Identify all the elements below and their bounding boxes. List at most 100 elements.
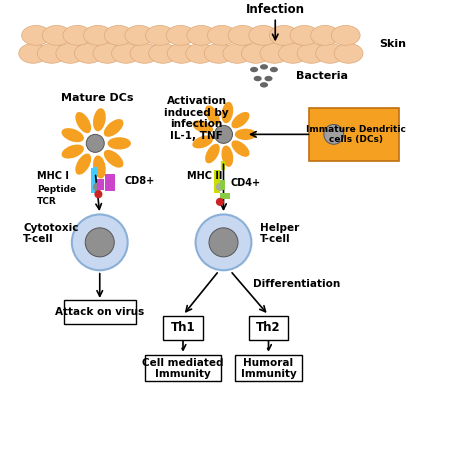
Ellipse shape [250,67,258,72]
FancyBboxPatch shape [249,316,288,340]
Ellipse shape [167,43,196,63]
Ellipse shape [19,43,47,63]
Ellipse shape [93,155,106,178]
FancyBboxPatch shape [97,179,104,190]
Ellipse shape [334,43,363,63]
Circle shape [85,228,114,257]
Ellipse shape [42,25,71,45]
Ellipse shape [205,106,220,125]
FancyBboxPatch shape [64,300,136,324]
Ellipse shape [146,25,174,45]
FancyBboxPatch shape [220,193,230,199]
Ellipse shape [104,150,123,168]
FancyBboxPatch shape [105,173,115,191]
Circle shape [324,125,344,144]
Text: CD8+: CD8+ [125,176,155,186]
Ellipse shape [104,119,123,137]
Ellipse shape [62,145,84,159]
Ellipse shape [22,25,50,45]
Circle shape [216,183,224,191]
Ellipse shape [75,112,91,133]
Ellipse shape [63,25,92,45]
Text: MHC II: MHC II [188,171,223,181]
Ellipse shape [264,76,273,81]
Ellipse shape [104,25,133,45]
Text: Attack on virus: Attack on virus [55,307,145,317]
Circle shape [93,183,102,192]
Ellipse shape [56,43,85,63]
Ellipse shape [166,25,195,45]
Ellipse shape [331,25,360,45]
Ellipse shape [310,25,339,45]
Text: Helper
T-cell: Helper T-cell [259,222,299,244]
Ellipse shape [221,145,233,167]
Ellipse shape [204,43,233,63]
Text: Cell mediated
Immunity: Cell mediated Immunity [142,357,224,379]
Ellipse shape [231,112,249,128]
FancyBboxPatch shape [220,180,225,190]
Text: Peptide: Peptide [37,185,76,194]
Ellipse shape [111,43,140,63]
FancyBboxPatch shape [163,316,203,340]
Ellipse shape [221,102,233,123]
Circle shape [215,125,233,143]
Ellipse shape [186,43,215,63]
Text: Mature DCs: Mature DCs [61,93,134,103]
Text: Differentiation: Differentiation [253,279,340,289]
Ellipse shape [125,25,154,45]
Circle shape [86,135,104,152]
Text: Skin: Skin [379,39,406,49]
Text: Th2: Th2 [256,321,281,334]
Text: Activation
induced by
infection
IL-1, TNF: Activation induced by infection IL-1, TN… [164,96,229,141]
Ellipse shape [297,43,326,63]
Ellipse shape [235,129,256,140]
Text: TCR: TCR [37,198,56,207]
Ellipse shape [187,25,216,45]
Ellipse shape [83,25,112,45]
Ellipse shape [254,76,262,81]
Ellipse shape [290,25,319,45]
Circle shape [209,228,238,257]
Ellipse shape [192,135,213,149]
Ellipse shape [279,43,307,63]
FancyBboxPatch shape [91,168,97,193]
Ellipse shape [37,43,66,63]
Circle shape [216,198,224,206]
Ellipse shape [108,137,131,149]
Ellipse shape [208,25,236,45]
Text: Immature Dendritic
cells (DCs): Immature Dendritic cells (DCs) [306,125,406,144]
Ellipse shape [205,144,220,164]
Text: Cytotoxic
T-cell: Cytotoxic T-cell [23,222,79,244]
FancyBboxPatch shape [145,355,221,381]
Ellipse shape [241,43,270,63]
Circle shape [94,190,102,198]
Ellipse shape [130,43,159,63]
Ellipse shape [270,67,278,72]
FancyBboxPatch shape [310,108,399,161]
Ellipse shape [75,154,91,175]
Text: CD4+: CD4+ [230,178,260,188]
Ellipse shape [260,82,268,87]
Text: MHC I: MHC I [37,171,69,181]
FancyBboxPatch shape [235,355,302,381]
Text: Th1: Th1 [171,321,195,334]
Ellipse shape [223,43,252,63]
Text: Bacteria: Bacteria [295,71,347,81]
Ellipse shape [192,120,213,133]
Ellipse shape [260,43,289,63]
FancyBboxPatch shape [215,170,220,193]
Ellipse shape [62,128,84,142]
Ellipse shape [260,64,268,70]
Text: Humoral
Immunity: Humoral Immunity [241,357,296,379]
Ellipse shape [149,43,177,63]
Ellipse shape [74,43,103,63]
Ellipse shape [316,43,345,63]
Circle shape [196,214,251,270]
Circle shape [72,214,128,270]
Ellipse shape [269,25,298,45]
Ellipse shape [93,43,122,63]
Ellipse shape [231,140,249,157]
Ellipse shape [93,108,106,131]
Ellipse shape [228,25,257,45]
Text: Infection: Infection [246,3,305,16]
